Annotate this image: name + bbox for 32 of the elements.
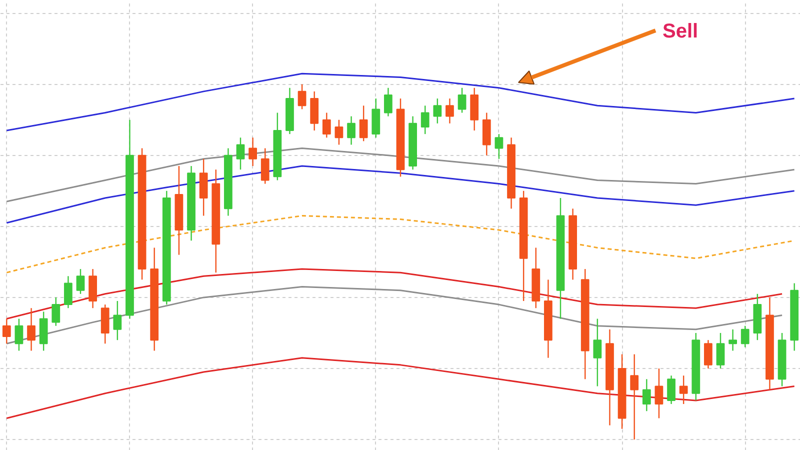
candlestick xyxy=(248,137,257,167)
candlestick xyxy=(642,378,651,412)
candlestick xyxy=(593,318,602,387)
candlestick xyxy=(347,116,356,146)
candlestick xyxy=(236,137,245,170)
candlestick xyxy=(420,105,430,135)
candlestick xyxy=(728,328,737,352)
candlestick xyxy=(704,339,712,370)
candlestick xyxy=(446,98,454,124)
candlestick xyxy=(298,84,306,110)
candlestick xyxy=(716,332,725,370)
candlestick xyxy=(76,268,85,294)
candlestick xyxy=(14,318,24,352)
candlestick xyxy=(2,318,11,344)
candlestick xyxy=(458,87,466,114)
candlestick xyxy=(322,112,331,138)
candlestick xyxy=(64,276,72,309)
candlestick xyxy=(630,354,639,440)
candlestick xyxy=(27,308,36,352)
candlestick xyxy=(740,325,750,348)
candlestick xyxy=(113,300,122,341)
candlestick xyxy=(334,119,344,146)
candlestick xyxy=(260,148,270,184)
candlestick xyxy=(494,133,504,160)
candlestick xyxy=(679,374,688,405)
candlestick xyxy=(433,98,442,124)
candlestick xyxy=(359,105,368,142)
candlestick xyxy=(384,87,392,117)
text: Sell xyxy=(662,20,698,42)
candlestick xyxy=(667,374,676,405)
candlestick xyxy=(52,296,60,326)
candlestick xyxy=(654,368,664,419)
